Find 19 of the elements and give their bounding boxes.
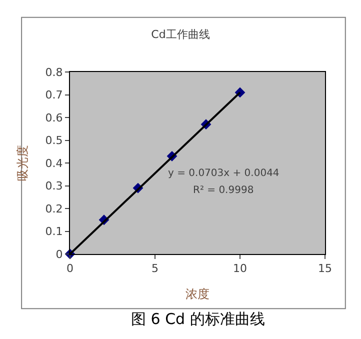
y-tick-label: 0.1 <box>45 225 63 238</box>
y-axis-title: 吸光度 <box>16 145 30 181</box>
y-tick-label: 0.4 <box>45 156 63 170</box>
y-tick-label: 0.7 <box>45 88 63 102</box>
y-tick-label: 0.8 <box>45 66 63 79</box>
x-tick-label: 0 <box>66 262 74 276</box>
annotation: y = 0.0703x + 0.0044 <box>168 168 280 179</box>
x-axis-title: 浓度 <box>186 287 210 302</box>
caption: 图 6 Cd 的标准曲线 <box>131 310 265 328</box>
x-tick-label: 15 <box>318 262 332 276</box>
chart-title: Cd工作曲线 <box>151 28 210 41</box>
y-tick-label: 0.6 <box>45 111 63 124</box>
x-tick-label: 10 <box>233 262 247 276</box>
y-tick-label: 0.2 <box>45 202 63 216</box>
x-tick-label: 5 <box>152 262 158 276</box>
y-tick-label: 0.5 <box>45 134 63 148</box>
y-tick-label: 0 <box>56 248 63 261</box>
annotation: R² = 0.9998 <box>193 185 254 196</box>
y-tick-label: 0.3 <box>45 180 63 193</box>
